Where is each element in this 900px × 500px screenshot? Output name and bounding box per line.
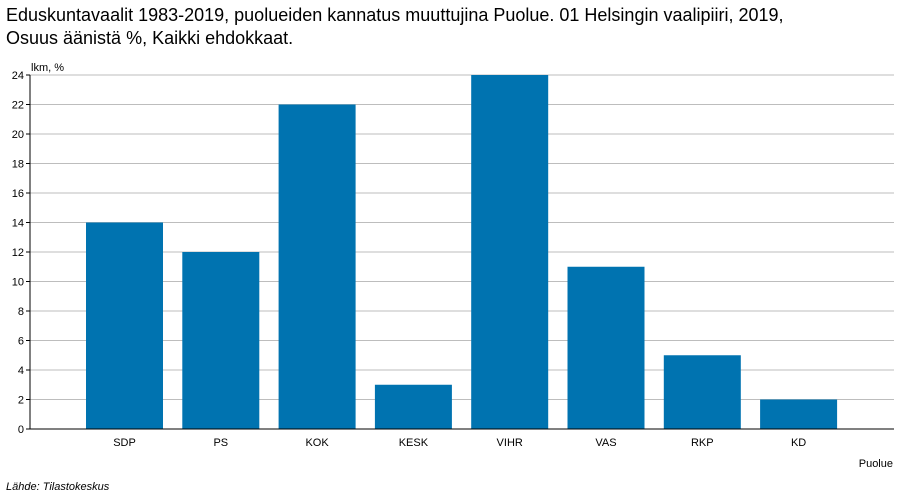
y-tick-label: 20 [12, 129, 24, 141]
x-tick-label: VIHR [497, 437, 523, 449]
y-tick-label: 10 [12, 277, 24, 289]
source-note: Lähde: Tilastokeskus [6, 481, 110, 493]
y-axis-label: lkm, % [31, 62, 64, 74]
y-tick-label: 4 [18, 365, 24, 377]
y-tick-label: 24 [12, 70, 24, 82]
bar-vas [567, 266, 645, 429]
y-tick-label: 16 [12, 188, 24, 200]
axes [26, 74, 894, 430]
y-tick-label: 12 [12, 247, 24, 259]
bar-rkp [663, 355, 741, 429]
y-tick-label: 18 [12, 159, 24, 171]
x-tick-label: RKP [691, 437, 714, 449]
bar-kesk [374, 384, 452, 429]
chart-title-line-2: Osuus äänistä %, Kaikki ehdokkaat. [6, 28, 294, 48]
bar-kok [278, 104, 356, 429]
x-tick-label: KOK [305, 437, 329, 449]
x-tick-label: SDP [113, 437, 136, 449]
x-tick-label: KD [791, 437, 806, 449]
y-tick-label: 2 [18, 395, 24, 407]
y-tick-label: 6 [18, 336, 24, 348]
bar-sdp [86, 222, 163, 429]
chart-title: Eduskuntavaalit 1983-2019, puolueiden ka… [6, 4, 886, 50]
y-tick-label: 22 [12, 100, 24, 112]
bar-kd [760, 399, 838, 429]
y-tick-label: 0 [18, 424, 24, 436]
bars [86, 75, 838, 429]
x-tick-label: KESK [399, 437, 429, 449]
bar-vihr [471, 75, 549, 429]
x-axis-label: Puolue [859, 458, 893, 470]
x-tick-label: PS [213, 437, 228, 449]
bar-ps [182, 252, 260, 429]
y-tick-label: 8 [18, 306, 24, 318]
chart-title-line-1: Eduskuntavaalit 1983-2019, puolueiden ka… [6, 5, 784, 25]
x-tick-label: VAS [595, 437, 616, 449]
gridlines [30, 74, 894, 400]
y-tick-label: 14 [12, 218, 24, 230]
